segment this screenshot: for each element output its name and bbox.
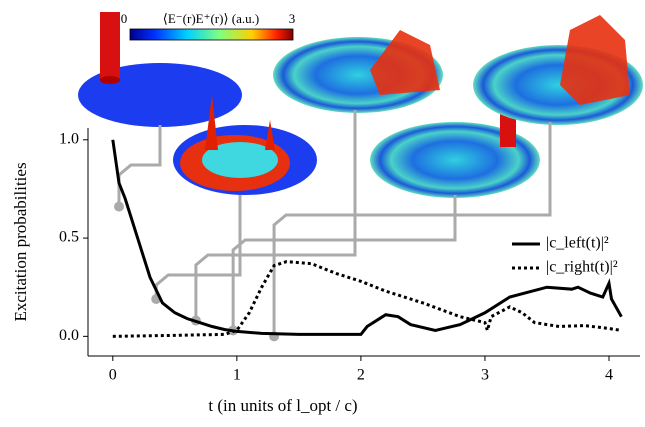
- snapshot-marker: [114, 201, 125, 212]
- x-tick-label: 2: [357, 367, 365, 384]
- snapshot-connector: [231, 195, 457, 331]
- x-tick-label: 4: [605, 367, 613, 384]
- series-line: [111, 139, 623, 336]
- colorbar-max: 3: [289, 11, 296, 26]
- snapshot-connector: [194, 110, 357, 321]
- y-tick-label: 1.0: [59, 130, 79, 147]
- series-line: [112, 260, 622, 338]
- insets: [78, 12, 643, 198]
- y-tick-label: 0.0: [59, 327, 79, 344]
- y-tick-label: 0.5: [59, 229, 79, 246]
- legend-label: |c_left(t)|²: [546, 235, 609, 252]
- x-tick-label: 0: [109, 367, 117, 384]
- snapshot-connector: [272, 122, 552, 337]
- colorbar: [129, 28, 294, 41]
- colorbar-min: 0: [121, 11, 128, 26]
- legend-label: |c_right(t)|²: [546, 259, 618, 276]
- y-axis-label: Excitation probabilities: [11, 162, 30, 321]
- snapshot-connector: [154, 195, 242, 299]
- x-tick-label: 3: [481, 367, 489, 384]
- x-tick-label: 1: [233, 367, 241, 384]
- x-axis-label: t (in units of l_opt / c): [208, 396, 357, 415]
- colorbar-label: ⟨E⁻(r)E⁺(r)⟩ (a.u.): [163, 11, 259, 26]
- snapshot-connector: [117, 125, 162, 207]
